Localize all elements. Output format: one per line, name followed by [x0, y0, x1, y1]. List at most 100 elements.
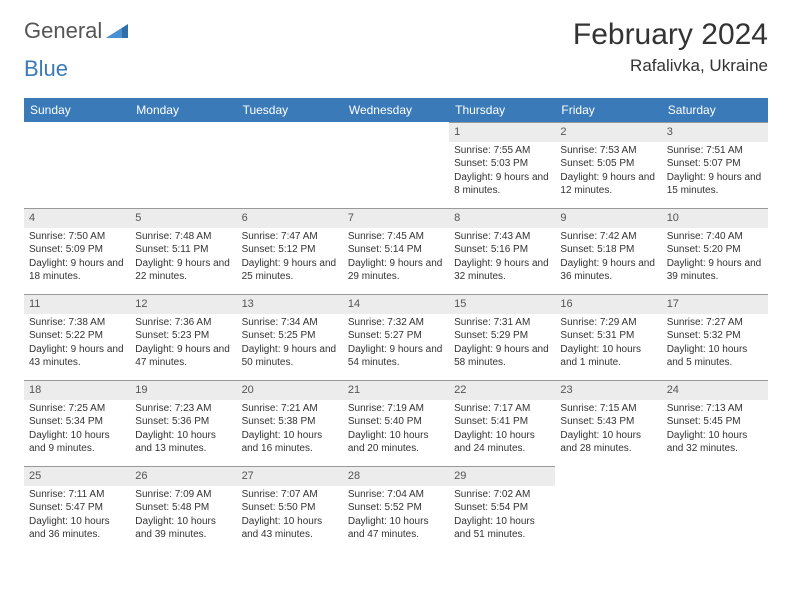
calendar-day-cell: 15Sunrise: 7:31 AMSunset: 5:29 PMDayligh… [449, 294, 555, 380]
title-block: February 2024 Rafalivka, Ukraine [573, 18, 768, 76]
day-details: Sunrise: 7:34 AMSunset: 5:25 PMDaylight:… [237, 314, 343, 372]
day-details: Sunrise: 7:13 AMSunset: 5:45 PMDaylight:… [662, 400, 768, 458]
day-number: 20 [237, 380, 343, 400]
calendar-day-cell: 16Sunrise: 7:29 AMSunset: 5:31 PMDayligh… [555, 294, 661, 380]
day-number: 7 [343, 208, 449, 228]
calendar-day-cell: 23Sunrise: 7:15 AMSunset: 5:43 PMDayligh… [555, 380, 661, 466]
logo-triangle-icon [106, 20, 128, 43]
day-number: 18 [24, 380, 130, 400]
calendar-day-cell: 25Sunrise: 7:11 AMSunset: 5:47 PMDayligh… [24, 466, 130, 552]
calendar-day-cell [237, 122, 343, 208]
day-details: Sunrise: 7:27 AMSunset: 5:32 PMDaylight:… [662, 314, 768, 372]
day-details: Sunrise: 7:48 AMSunset: 5:11 PMDaylight:… [130, 228, 236, 286]
day-number: 2 [555, 122, 661, 142]
calendar-day-cell: 29Sunrise: 7:02 AMSunset: 5:54 PMDayligh… [449, 466, 555, 552]
day-details: Sunrise: 7:53 AMSunset: 5:05 PMDaylight:… [555, 142, 661, 200]
calendar-day-cell: 27Sunrise: 7:07 AMSunset: 5:50 PMDayligh… [237, 466, 343, 552]
day-details: Sunrise: 7:15 AMSunset: 5:43 PMDaylight:… [555, 400, 661, 458]
day-number: 13 [237, 294, 343, 314]
day-details: Sunrise: 7:40 AMSunset: 5:20 PMDaylight:… [662, 228, 768, 286]
day-number: 14 [343, 294, 449, 314]
day-number: 8 [449, 208, 555, 228]
calendar-table: SundayMondayTuesdayWednesdayThursdayFrid… [24, 98, 768, 552]
calendar-day-cell: 2Sunrise: 7:53 AMSunset: 5:05 PMDaylight… [555, 122, 661, 208]
day-details: Sunrise: 7:19 AMSunset: 5:40 PMDaylight:… [343, 400, 449, 458]
day-details: Sunrise: 7:51 AMSunset: 5:07 PMDaylight:… [662, 142, 768, 200]
calendar-day-cell [662, 466, 768, 552]
calendar-day-cell: 24Sunrise: 7:13 AMSunset: 5:45 PMDayligh… [662, 380, 768, 466]
day-details: Sunrise: 7:07 AMSunset: 5:50 PMDaylight:… [237, 486, 343, 544]
calendar-day-cell: 14Sunrise: 7:32 AMSunset: 5:27 PMDayligh… [343, 294, 449, 380]
weekday-header: Tuesday [237, 98, 343, 122]
calendar-body: 1Sunrise: 7:55 AMSunset: 5:03 PMDaylight… [24, 122, 768, 552]
day-number: 21 [343, 380, 449, 400]
day-details: Sunrise: 7:04 AMSunset: 5:52 PMDaylight:… [343, 486, 449, 544]
day-details: Sunrise: 7:43 AMSunset: 5:16 PMDaylight:… [449, 228, 555, 286]
day-number: 17 [662, 294, 768, 314]
calendar-day-cell [343, 122, 449, 208]
day-details: Sunrise: 7:36 AMSunset: 5:23 PMDaylight:… [130, 314, 236, 372]
day-number: 1 [449, 122, 555, 142]
calendar-day-cell [130, 122, 236, 208]
day-number: 29 [449, 466, 555, 486]
day-details: Sunrise: 7:23 AMSunset: 5:36 PMDaylight:… [130, 400, 236, 458]
weekday-header: Friday [555, 98, 661, 122]
day-details: Sunrise: 7:25 AMSunset: 5:34 PMDaylight:… [24, 400, 130, 458]
calendar-day-cell: 17Sunrise: 7:27 AMSunset: 5:32 PMDayligh… [662, 294, 768, 380]
calendar-day-cell: 4Sunrise: 7:50 AMSunset: 5:09 PMDaylight… [24, 208, 130, 294]
day-details: Sunrise: 7:32 AMSunset: 5:27 PMDaylight:… [343, 314, 449, 372]
day-details: Sunrise: 7:38 AMSunset: 5:22 PMDaylight:… [24, 314, 130, 372]
day-number: 10 [662, 208, 768, 228]
calendar-week-row: 25Sunrise: 7:11 AMSunset: 5:47 PMDayligh… [24, 466, 768, 552]
logo-text-blue: Blue [24, 56, 68, 82]
day-number: 9 [555, 208, 661, 228]
weekday-header: Thursday [449, 98, 555, 122]
calendar-day-cell [24, 122, 130, 208]
day-details: Sunrise: 7:21 AMSunset: 5:38 PMDaylight:… [237, 400, 343, 458]
calendar-day-cell: 20Sunrise: 7:21 AMSunset: 5:38 PMDayligh… [237, 380, 343, 466]
day-number: 12 [130, 294, 236, 314]
day-details: Sunrise: 7:31 AMSunset: 5:29 PMDaylight:… [449, 314, 555, 372]
calendar-day-cell: 12Sunrise: 7:36 AMSunset: 5:23 PMDayligh… [130, 294, 236, 380]
day-details: Sunrise: 7:50 AMSunset: 5:09 PMDaylight:… [24, 228, 130, 286]
calendar-day-cell: 1Sunrise: 7:55 AMSunset: 5:03 PMDaylight… [449, 122, 555, 208]
calendar-week-row: 1Sunrise: 7:55 AMSunset: 5:03 PMDaylight… [24, 122, 768, 208]
day-number: 3 [662, 122, 768, 142]
day-number: 25 [24, 466, 130, 486]
weekday-header: Saturday [662, 98, 768, 122]
location-label: Rafalivka, Ukraine [573, 56, 768, 76]
day-number: 15 [449, 294, 555, 314]
calendar-day-cell: 21Sunrise: 7:19 AMSunset: 5:40 PMDayligh… [343, 380, 449, 466]
calendar-day-cell: 8Sunrise: 7:43 AMSunset: 5:16 PMDaylight… [449, 208, 555, 294]
day-number: 19 [130, 380, 236, 400]
calendar-day-cell: 19Sunrise: 7:23 AMSunset: 5:36 PMDayligh… [130, 380, 236, 466]
day-details: Sunrise: 7:45 AMSunset: 5:14 PMDaylight:… [343, 228, 449, 286]
day-details: Sunrise: 7:47 AMSunset: 5:12 PMDaylight:… [237, 228, 343, 286]
calendar-week-row: 11Sunrise: 7:38 AMSunset: 5:22 PMDayligh… [24, 294, 768, 380]
calendar-week-row: 4Sunrise: 7:50 AMSunset: 5:09 PMDaylight… [24, 208, 768, 294]
day-number: 23 [555, 380, 661, 400]
day-number: 24 [662, 380, 768, 400]
logo-text-general: General [24, 18, 102, 44]
day-details: Sunrise: 7:42 AMSunset: 5:18 PMDaylight:… [555, 228, 661, 286]
calendar-day-cell [555, 466, 661, 552]
calendar-week-row: 18Sunrise: 7:25 AMSunset: 5:34 PMDayligh… [24, 380, 768, 466]
calendar-day-cell: 13Sunrise: 7:34 AMSunset: 5:25 PMDayligh… [237, 294, 343, 380]
day-details: Sunrise: 7:11 AMSunset: 5:47 PMDaylight:… [24, 486, 130, 544]
month-title: February 2024 [573, 18, 768, 52]
calendar-day-cell: 9Sunrise: 7:42 AMSunset: 5:18 PMDaylight… [555, 208, 661, 294]
calendar-day-cell: 11Sunrise: 7:38 AMSunset: 5:22 PMDayligh… [24, 294, 130, 380]
logo: General [24, 18, 130, 44]
weekday-header: Wednesday [343, 98, 449, 122]
calendar-day-cell: 28Sunrise: 7:04 AMSunset: 5:52 PMDayligh… [343, 466, 449, 552]
weekday-header: Monday [130, 98, 236, 122]
calendar-day-cell: 22Sunrise: 7:17 AMSunset: 5:41 PMDayligh… [449, 380, 555, 466]
calendar-day-cell: 18Sunrise: 7:25 AMSunset: 5:34 PMDayligh… [24, 380, 130, 466]
day-number: 6 [237, 208, 343, 228]
calendar-header-row: SundayMondayTuesdayWednesdayThursdayFrid… [24, 98, 768, 122]
day-number: 28 [343, 466, 449, 486]
weekday-header: Sunday [24, 98, 130, 122]
calendar-day-cell: 5Sunrise: 7:48 AMSunset: 5:11 PMDaylight… [130, 208, 236, 294]
day-number: 4 [24, 208, 130, 228]
day-details: Sunrise: 7:02 AMSunset: 5:54 PMDaylight:… [449, 486, 555, 544]
